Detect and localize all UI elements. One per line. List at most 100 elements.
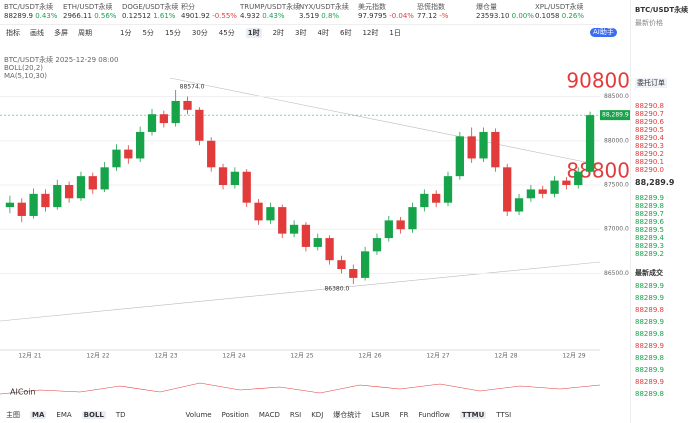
period-tab[interactable]: 15分	[164, 29, 181, 37]
indicator-tab[interactable]: FR	[399, 411, 409, 419]
trade-price: 88289.9	[635, 342, 664, 350]
ticker[interactable]: DOGE/USDT永续 0.12512 1.61%	[122, 3, 178, 21]
y-tick-label: 88500.0	[604, 93, 629, 100]
bottom-bar: 主图 MA EMA BOLL TD Volume Position MACD RSI KDJ 爆仓统…	[6, 410, 511, 420]
period-tab[interactable]: 4时	[317, 29, 329, 37]
period-tab[interactable]: 45分	[218, 29, 235, 37]
candle-body	[76, 176, 86, 199]
tool[interactable]: 周期	[78, 29, 92, 37]
ticker-change: 0.56%	[94, 12, 117, 20]
ticker[interactable]: TRUMP/USDT永续 4.932 0.43%	[240, 3, 300, 21]
candle-body	[325, 238, 334, 261]
tool[interactable]: 多屏	[54, 29, 68, 37]
x-tick-label: 12月 24	[222, 353, 245, 360]
info-line: BOLL(20,2)	[4, 64, 44, 72]
period-tab[interactable]: 30分	[191, 29, 208, 37]
ticker-price: 0.1058	[535, 12, 560, 20]
last-price-label: 88,289.9	[602, 112, 629, 119]
ticker-price: 4901.92	[181, 12, 210, 20]
ticker[interactable]: ETH/USDT永续 2966.11 0.56%	[63, 3, 116, 21]
candle-body	[491, 131, 500, 168]
x-tick-label: 12月 28	[494, 353, 517, 360]
ticker-name: 美元指数	[358, 3, 386, 11]
ticker[interactable]: 恐慌指数 77.12 -%	[417, 3, 448, 21]
trades-title: 最新成交	[635, 269, 663, 277]
period-tab[interactable]: 6时	[339, 29, 352, 37]
indicator-tab[interactable]: 爆仓统计	[333, 411, 362, 419]
period-tab[interactable]: 1时	[245, 28, 262, 38]
candle-body	[100, 167, 109, 190]
period-tab[interactable]: 1分	[120, 29, 132, 37]
last-price-tag	[600, 110, 630, 121]
indicator-tab[interactable]: LSUR	[371, 411, 390, 419]
period-tab[interactable]: 5分	[142, 29, 154, 37]
candle-body	[337, 260, 346, 270]
ticker-price: 77.12	[417, 12, 438, 20]
toolbar: 指标 画线 多屏 周期	[6, 28, 92, 38]
period-tab[interactable]: 1日	[389, 29, 401, 37]
candle-body	[420, 193, 429, 208]
candle-body	[218, 167, 228, 185]
chart: AICoin 90800 88800 86500.087000.087500.0…	[0, 69, 630, 397]
candle-body	[207, 140, 216, 168]
tool[interactable]: 指标	[6, 29, 20, 37]
indicator-tab[interactable]: BOLL	[81, 411, 106, 419]
ticker-name: XPL/USDT永续	[535, 3, 584, 11]
x-tick-label: 12月 26	[358, 353, 381, 360]
indicator-tab[interactable]: TTSI	[496, 411, 512, 419]
book-last: 88,289.9	[635, 178, 675, 187]
ticker-price: 2966.11	[63, 12, 92, 20]
trend-line	[0, 261, 601, 322]
ticker-change: -0.55%	[212, 12, 237, 20]
ask-price: 88290.7	[635, 110, 664, 118]
indicator-tab[interactable]: RSI	[289, 411, 302, 419]
trade-price: 88289.8	[635, 330, 664, 338]
ticker[interactable]: XPL/USDT永续 0.1058 0.26%	[535, 3, 584, 21]
candle-body	[372, 238, 382, 252]
ticker-price: 88289.9	[4, 12, 33, 20]
period-tab[interactable]: 3时	[295, 29, 307, 37]
candle-body	[432, 193, 441, 203]
indicator-tab[interactable]: MACD	[258, 411, 280, 419]
trade-price: 88289.8	[635, 354, 664, 362]
period-tabs: 1分 5分 15分 30分 45分 1时 2时 3时 4时 6时 12时 1日	[120, 28, 401, 38]
indicator-tab[interactable]: TD	[115, 411, 126, 419]
indicator-tab[interactable]: Volume	[185, 411, 212, 419]
bid-price: 88289.2	[635, 250, 664, 258]
ticker[interactable]: NYX/USDT永续 3.519 0.8%	[299, 3, 349, 21]
period-tab[interactable]: 12时	[362, 29, 379, 37]
info-line: BTC/USDT永续 2025-12-29 08:00	[4, 56, 119, 64]
ask-price: 88290.5	[635, 126, 664, 134]
candle-body	[443, 176, 453, 203]
candle-body	[384, 220, 393, 239]
indicator-tab[interactable]: EMA	[56, 411, 72, 419]
ticker[interactable]: 积分 4901.92 -0.55%	[181, 3, 237, 21]
indicator-tab[interactable]: TTMU	[459, 411, 487, 419]
bid-price: 88289.6	[635, 218, 664, 226]
candle-body	[171, 100, 180, 124]
candle-body	[53, 185, 62, 208]
candle-body	[41, 193, 50, 208]
ai-button[interactable]: AI助手	[590, 28, 617, 37]
candle-body	[64, 185, 74, 199]
low-label: 86380.0	[324, 286, 349, 293]
indicator-tab[interactable]: Position	[221, 411, 249, 419]
candle-body	[514, 198, 524, 212]
indicator-tab[interactable]: MA	[30, 411, 47, 419]
candle-body	[278, 207, 287, 234]
ticker-change: 0.8%	[321, 12, 340, 20]
period-tab[interactable]: 2时	[272, 29, 285, 37]
bid-price: 88289.3	[635, 242, 664, 250]
ticker-name: ETH/USDT永续	[63, 3, 113, 11]
indicator-tab[interactable]: 主图	[6, 411, 20, 419]
trade-price: 88289.8	[635, 390, 664, 398]
indicator-tab[interactable]: KDJ	[311, 411, 324, 419]
ticker[interactable]: BTC/USDT永续 88289.9 0.43%	[4, 3, 57, 21]
ticker[interactable]: 美元指数 97.9795 -0.04%	[358, 3, 414, 21]
ticker[interactable]: 爆仓量 23593.10 0.00%	[476, 3, 534, 21]
x-tick-label: 12月 25	[290, 353, 313, 360]
ticker-change: -0.04%	[389, 12, 414, 20]
tool[interactable]: 画线	[30, 29, 44, 37]
indicator-tab[interactable]: Fundflow	[418, 411, 450, 419]
